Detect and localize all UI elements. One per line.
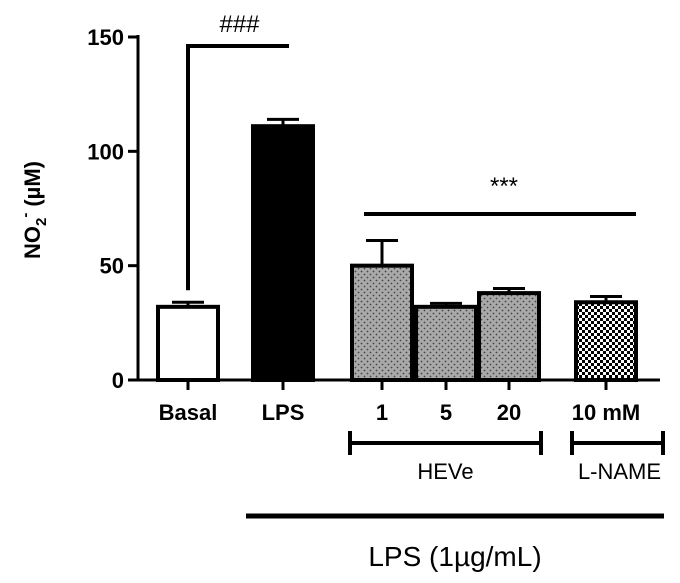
x-tick-label-1: LPS bbox=[262, 400, 305, 425]
group-label-0: HEVe bbox=[417, 459, 473, 484]
bar-2 bbox=[350, 263, 414, 382]
axes: 0 50 100 150 Basal LPS 1 5 20 10 mM bbox=[87, 25, 660, 425]
group-label-1: L-NAME bbox=[578, 459, 661, 484]
y-tick-label-0: 0 bbox=[112, 368, 124, 393]
bar-3 bbox=[414, 304, 478, 382]
y-axis-title-main: NO bbox=[20, 226, 45, 259]
x-tick-label-4: 20 bbox=[497, 400, 521, 425]
annotations: ### *** bbox=[186, 11, 636, 291]
bar-4 bbox=[477, 291, 541, 382]
sig-label-hash: ### bbox=[219, 11, 260, 38]
x-tick-label-3: 5 bbox=[440, 400, 452, 425]
y-axis-title: NO2- (µM) bbox=[17, 161, 50, 259]
y-axis-title-sub: 2 bbox=[33, 218, 50, 226]
bar-1 bbox=[251, 124, 315, 383]
y-tick-label-3: 150 bbox=[87, 25, 124, 50]
y-tick-label-2: 100 bbox=[87, 139, 124, 164]
bar-5 bbox=[574, 300, 638, 382]
bar-0 bbox=[156, 304, 220, 382]
x-tick-label-5: 10 mM bbox=[572, 400, 640, 425]
y-axis-title-sup: - bbox=[17, 213, 34, 218]
y-tick-label-1: 50 bbox=[100, 254, 124, 279]
condition-label: LPS (1µg/mL) bbox=[368, 541, 541, 572]
group-brackets: HEVe L-NAME LPS (1µg/mL) bbox=[246, 431, 665, 572]
bars bbox=[156, 117, 638, 383]
x-tick-label-2: 1 bbox=[376, 400, 388, 425]
x-tick-label-0: Basal bbox=[159, 400, 218, 425]
y-axis-title-unit: (µM) bbox=[20, 161, 45, 207]
sig-label-stars: *** bbox=[490, 173, 518, 200]
